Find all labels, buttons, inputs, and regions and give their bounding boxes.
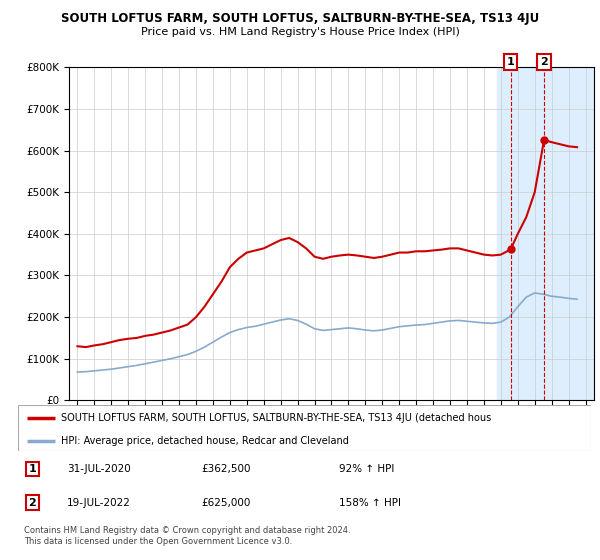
- Text: 1: 1: [28, 464, 36, 474]
- Text: 2: 2: [540, 57, 548, 67]
- Text: 1: 1: [507, 57, 515, 67]
- Text: 31-JUL-2020: 31-JUL-2020: [67, 464, 130, 474]
- Bar: [497, 67, 594, 400]
- Text: £362,500: £362,500: [202, 464, 251, 474]
- Text: SOUTH LOFTUS FARM, SOUTH LOFTUS, SALTBURN-BY-THE-SEA, TS13 4JU: SOUTH LOFTUS FARM, SOUTH LOFTUS, SALTBUR…: [61, 12, 539, 25]
- Text: £625,000: £625,000: [202, 498, 251, 507]
- Text: 158% ↑ HPI: 158% ↑ HPI: [339, 498, 401, 507]
- Text: SOUTH LOFTUS FARM, SOUTH LOFTUS, SALTBURN-BY-THE-SEA, TS13 4JU (detached hous: SOUTH LOFTUS FARM, SOUTH LOFTUS, SALTBUR…: [61, 413, 491, 423]
- Text: 19-JUL-2022: 19-JUL-2022: [67, 498, 131, 507]
- Text: Contains HM Land Registry data © Crown copyright and database right 2024.
This d: Contains HM Land Registry data © Crown c…: [24, 526, 350, 546]
- Text: HPI: Average price, detached house, Redcar and Cleveland: HPI: Average price, detached house, Redc…: [61, 436, 349, 446]
- Text: 92% ↑ HPI: 92% ↑ HPI: [339, 464, 394, 474]
- Text: 2: 2: [28, 498, 36, 507]
- Text: Price paid vs. HM Land Registry's House Price Index (HPI): Price paid vs. HM Land Registry's House …: [140, 27, 460, 37]
